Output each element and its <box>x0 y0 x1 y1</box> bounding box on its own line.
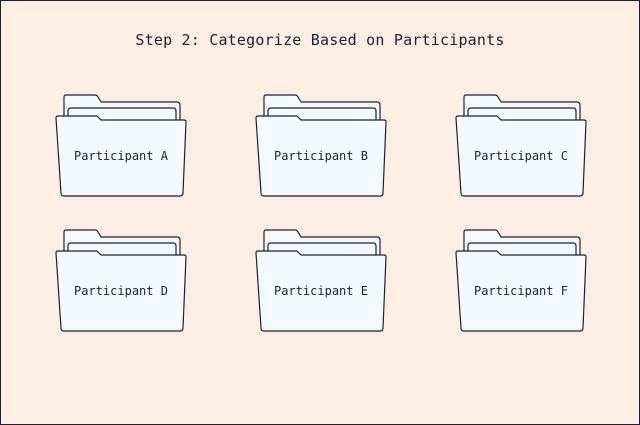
folder-participant-a: Participant A <box>55 94 187 198</box>
folder-label: Participant A <box>74 149 168 163</box>
folder-participant-b: Participant B <box>255 94 387 198</box>
folder-icon <box>255 229 387 332</box>
folder-icon <box>55 94 187 197</box>
folder-participant-e: Participant E <box>255 229 387 333</box>
folder-participant-f: Participant F <box>455 229 587 333</box>
folder-label: Participant D <box>74 284 168 298</box>
folder-label: Participant E <box>274 284 368 298</box>
folder-label: Participant C <box>474 149 568 163</box>
folder-label: Participant F <box>474 284 568 298</box>
diagram-title: Step 2: Categorize Based on Participants <box>135 31 505 49</box>
folder-icon <box>455 229 587 332</box>
folder-icon <box>255 94 387 197</box>
folder-participant-d: Participant D <box>55 229 187 333</box>
folder-icon <box>455 94 587 197</box>
folder-participant-c: Participant C <box>455 94 587 198</box>
folder-label: Participant B <box>274 149 368 163</box>
folder-icon <box>55 229 187 332</box>
